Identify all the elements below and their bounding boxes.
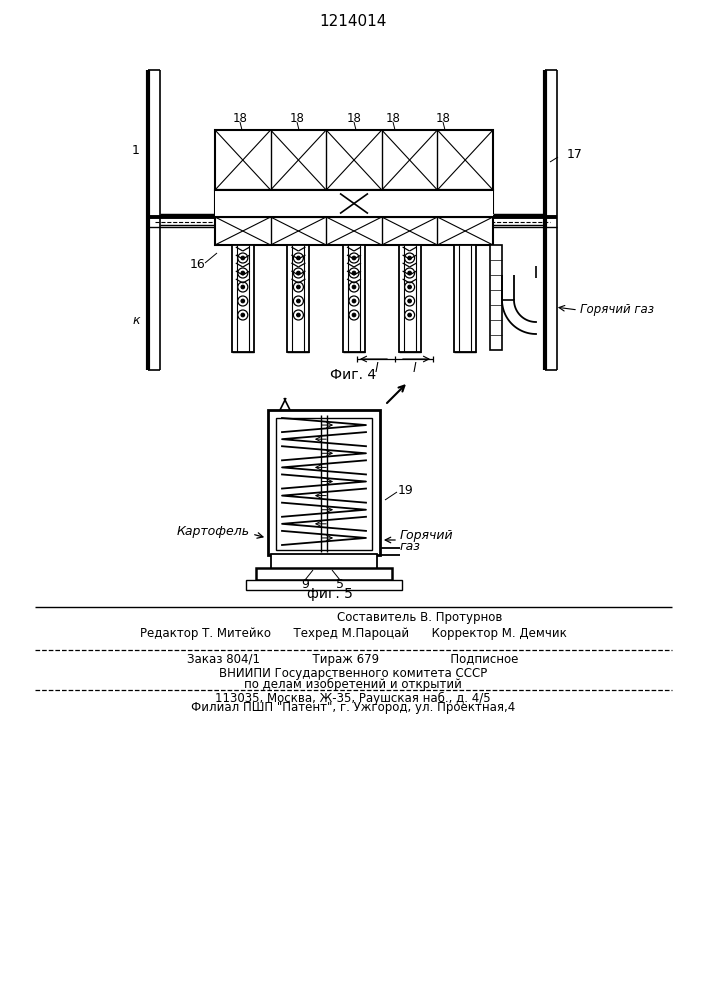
- Circle shape: [297, 299, 300, 303]
- Text: по делам изобретений и открытий: по делам изобретений и открытий: [244, 677, 462, 691]
- Text: 1: 1: [132, 143, 140, 156]
- Circle shape: [408, 256, 411, 260]
- Text: 1214014: 1214014: [320, 14, 387, 29]
- Circle shape: [297, 313, 300, 317]
- Text: Редактор Т. Митейко      Техред М.Пароцай      Корректор М. Демчик: Редактор Т. Митейко Техред М.Пароцай Кор…: [139, 626, 566, 640]
- Circle shape: [352, 313, 356, 317]
- Bar: [215, 190, 493, 217]
- Circle shape: [238, 253, 247, 263]
- Bar: [268, 410, 380, 555]
- Circle shape: [293, 296, 303, 306]
- Circle shape: [349, 282, 359, 292]
- Circle shape: [241, 271, 245, 275]
- Circle shape: [352, 271, 356, 275]
- Circle shape: [404, 296, 414, 306]
- Bar: [343, 245, 365, 352]
- Bar: [246, 580, 402, 590]
- Circle shape: [238, 268, 247, 278]
- Circle shape: [241, 299, 245, 303]
- Bar: [276, 418, 372, 550]
- Text: Составитель В. Протурнов: Составитель В. Протурнов: [337, 611, 503, 624]
- Circle shape: [297, 271, 300, 275]
- Circle shape: [238, 282, 247, 292]
- Bar: [232, 245, 254, 352]
- Text: l: l: [374, 362, 378, 375]
- Circle shape: [293, 310, 303, 320]
- Text: 18: 18: [346, 111, 361, 124]
- Circle shape: [408, 271, 411, 275]
- Text: Фиг. 4: Фиг. 4: [330, 368, 376, 382]
- Text: Горячий газ: Горячий газ: [580, 304, 654, 316]
- Circle shape: [238, 296, 247, 306]
- Text: фиг. 5: фиг. 5: [307, 587, 353, 601]
- Circle shape: [293, 253, 303, 263]
- Circle shape: [352, 285, 356, 289]
- Text: ВНИИПИ Государственного комитета СССР: ВНИИПИ Государственного комитета СССР: [219, 666, 487, 680]
- Circle shape: [352, 299, 356, 303]
- Circle shape: [349, 253, 359, 263]
- Circle shape: [241, 256, 245, 260]
- Circle shape: [293, 282, 303, 292]
- Text: 113035, Москва, Ж-35, Раушская наб., д. 4/5: 113035, Москва, Ж-35, Раушская наб., д. …: [215, 691, 491, 705]
- Circle shape: [404, 282, 414, 292]
- Bar: [490, 245, 502, 350]
- Bar: [215, 217, 493, 245]
- Circle shape: [241, 313, 245, 317]
- Bar: [454, 245, 477, 352]
- Text: 9: 9: [301, 578, 309, 590]
- Text: l: l: [412, 362, 416, 375]
- Circle shape: [352, 256, 356, 260]
- Circle shape: [404, 310, 414, 320]
- Circle shape: [404, 253, 414, 263]
- Circle shape: [349, 296, 359, 306]
- Text: 18: 18: [233, 111, 247, 124]
- Bar: [271, 554, 377, 570]
- Text: 18: 18: [385, 111, 400, 124]
- Circle shape: [404, 268, 414, 278]
- Bar: [288, 245, 310, 352]
- Text: Филиал ПШП "Патент", г. Ужгород, ул. Проектная,4: Филиал ПШП "Патент", г. Ужгород, ул. Про…: [191, 702, 515, 714]
- Text: 19: 19: [398, 484, 414, 496]
- Bar: [399, 245, 421, 352]
- Bar: [215, 190, 493, 213]
- Text: 5: 5: [336, 578, 344, 590]
- Text: 18: 18: [436, 111, 450, 124]
- Circle shape: [408, 313, 411, 317]
- Circle shape: [349, 310, 359, 320]
- Circle shape: [349, 268, 359, 278]
- Text: Заказ 804/1              Тираж 679                   Подписное: Заказ 804/1 Тираж 679 Подписное: [187, 654, 519, 666]
- Text: Картофель: Картофель: [177, 526, 250, 538]
- Bar: [256, 568, 392, 580]
- Circle shape: [293, 268, 303, 278]
- Text: 18: 18: [290, 111, 305, 124]
- Text: Горячий: Горячий: [400, 530, 454, 542]
- Circle shape: [297, 285, 300, 289]
- Text: газ: газ: [400, 540, 421, 552]
- Bar: [215, 130, 493, 190]
- Text: 16: 16: [189, 258, 205, 271]
- Text: 17: 17: [567, 148, 583, 161]
- Text: к: к: [132, 314, 140, 326]
- Circle shape: [408, 299, 411, 303]
- Circle shape: [297, 256, 300, 260]
- Circle shape: [408, 285, 411, 289]
- Circle shape: [241, 285, 245, 289]
- Circle shape: [238, 310, 247, 320]
